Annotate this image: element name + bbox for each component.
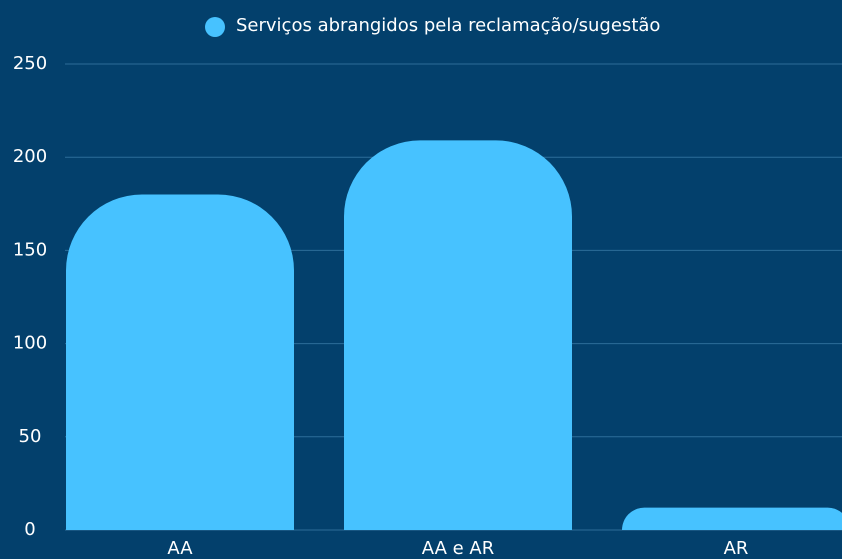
- x-tick-label: AA: [167, 538, 193, 559]
- y-tick-label: 250: [13, 53, 47, 74]
- y-tick-label: 50: [19, 426, 42, 447]
- x-tick-label: AA e AR: [422, 538, 494, 559]
- y-tick-label: 200: [13, 146, 47, 167]
- y-tick-label: 150: [13, 239, 47, 260]
- bar: [344, 140, 572, 530]
- legend-label: Serviços abrangidos pela reclamação/suge…: [236, 15, 660, 36]
- bar: [66, 194, 294, 531]
- legend-swatch: [205, 17, 225, 37]
- bar: [622, 507, 842, 530]
- x-tick-label: AR: [724, 538, 749, 559]
- y-tick-label: 0: [24, 519, 35, 540]
- y-tick-label: 100: [13, 333, 47, 354]
